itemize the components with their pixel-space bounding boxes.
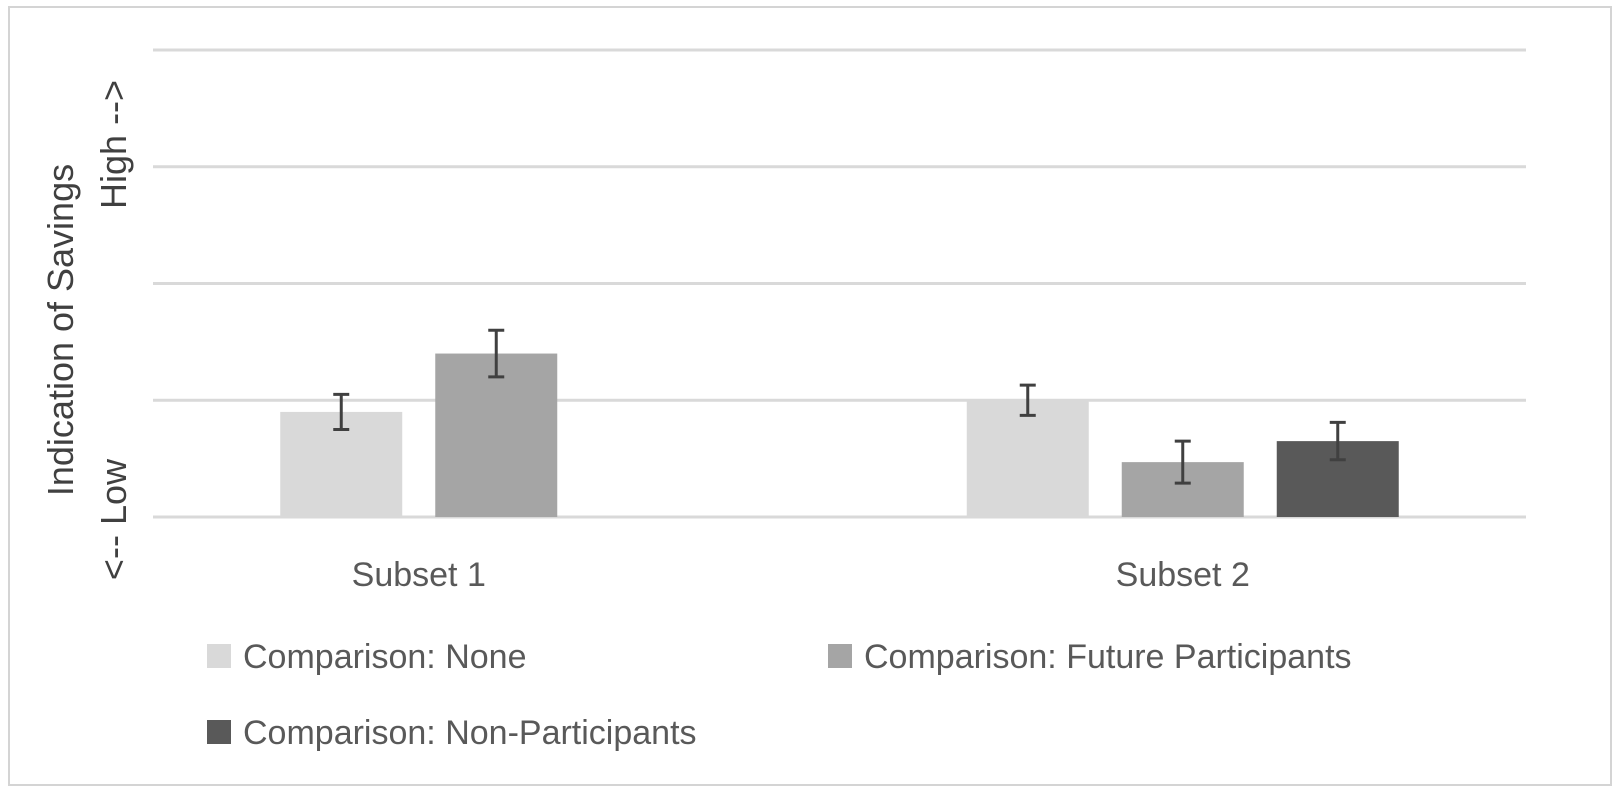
- bars: [280, 353, 1399, 517]
- y-axis-direction-label: <-- Low High -->: [93, 80, 134, 580]
- chart-frame: [8, 6, 1612, 786]
- error-bar-2-3: [1329, 420, 1346, 462]
- bar-1-2: [435, 353, 558, 517]
- legend-label-3: Comparison: Non-Participants: [243, 714, 697, 752]
- legend-item-1: Comparison: None: [207, 638, 526, 676]
- error-bar-1-1: [333, 392, 350, 431]
- legend-swatch-3: [207, 720, 231, 744]
- y-axis-title: Indication of Savings: [40, 164, 81, 496]
- legend-item-2: Comparison: Future Participants: [828, 638, 1352, 676]
- x-tick-label-2: Subset 2: [1116, 556, 1250, 594]
- legend-item-3: Comparison: Non-Participants: [207, 714, 697, 752]
- error-bar-1-2: [488, 328, 505, 379]
- legend-label-2: Comparison: Future Participants: [864, 638, 1352, 676]
- legend-swatch-2: [828, 644, 852, 668]
- legend-label-1: Comparison: None: [243, 638, 526, 676]
- legend: Comparison: None Comparison: Future Parti…: [207, 638, 1352, 752]
- error-bar-2-1: [1019, 383, 1036, 417]
- bar-2-1: [966, 400, 1089, 517]
- legend-swatch-1: [207, 644, 231, 668]
- x-axis-labels: Subset 1 Subset 2: [352, 556, 1250, 594]
- error-bars: [333, 328, 1346, 485]
- error-bar-2-2: [1174, 439, 1191, 485]
- x-tick-label-1: Subset 1: [352, 556, 486, 594]
